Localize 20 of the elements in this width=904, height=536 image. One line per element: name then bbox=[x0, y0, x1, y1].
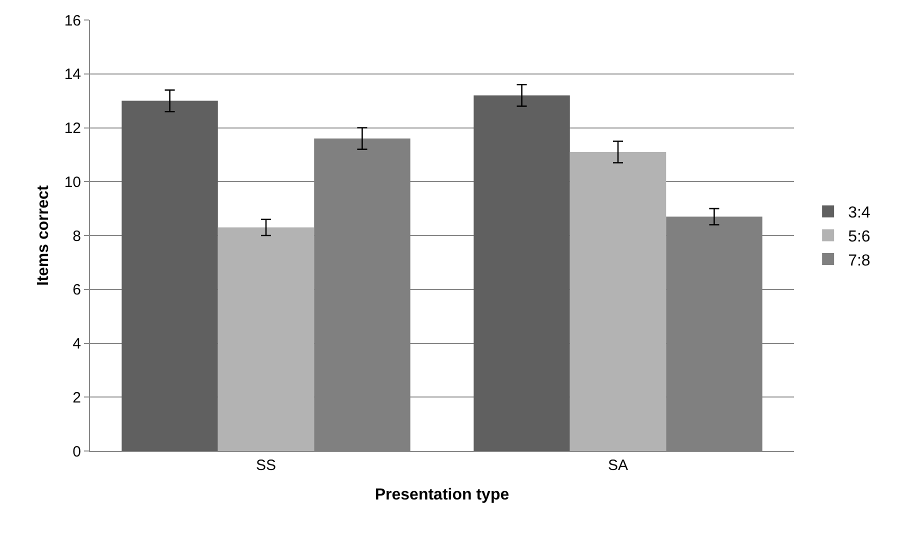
y-tick-label: 12 bbox=[64, 120, 81, 137]
bar bbox=[122, 100, 218, 451]
bar bbox=[218, 227, 314, 451]
x-tick-label: SA bbox=[608, 457, 628, 474]
y-tick-label: 2 bbox=[72, 389, 81, 406]
x-axis-title: Presentation type bbox=[374, 486, 510, 504]
y-axis-title: Items correct bbox=[35, 184, 52, 286]
bar bbox=[474, 95, 570, 451]
bar bbox=[570, 152, 666, 451]
legend-label: 7:8 bbox=[848, 252, 870, 270]
y-tick-label: 6 bbox=[72, 282, 81, 299]
y-tick-label: 14 bbox=[64, 66, 81, 84]
y-tick-label: 4 bbox=[72, 336, 81, 352]
legend-label: 3:4 bbox=[848, 204, 870, 222]
y-tick-label: 16 bbox=[64, 12, 81, 30]
legend-label: 5:6 bbox=[848, 228, 870, 246]
y-tick-label: 0 bbox=[72, 443, 81, 460]
y-tick-label: 10 bbox=[64, 174, 81, 191]
y-tick-label: 8 bbox=[72, 228, 81, 245]
x-tick-label: SS bbox=[256, 457, 276, 474]
